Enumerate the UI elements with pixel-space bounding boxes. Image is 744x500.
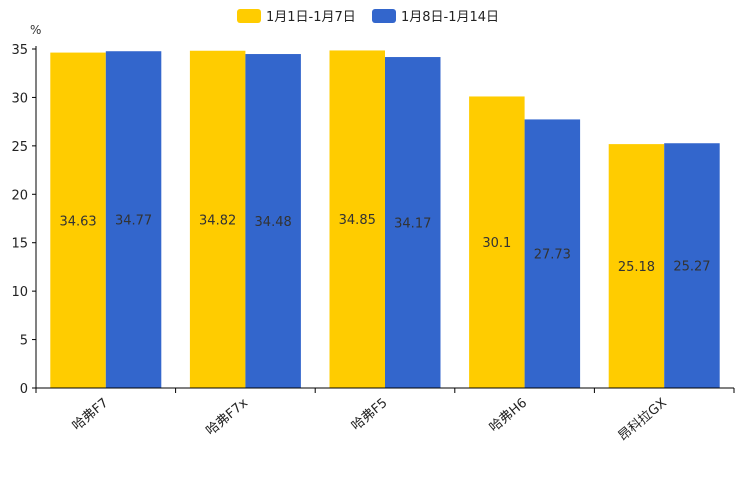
y-axis-unit-label: % bbox=[30, 23, 41, 37]
bar-2-5 bbox=[664, 143, 720, 388]
data-label: 30.1 bbox=[482, 236, 511, 251]
y-tick-label: 5 bbox=[20, 334, 28, 349]
bar-1-4 bbox=[469, 96, 525, 389]
bar-2-3 bbox=[385, 57, 441, 388]
y-tick-label: 30 bbox=[11, 91, 28, 106]
x-tick-label: 哈弗F7x bbox=[203, 395, 251, 438]
bar-1-3 bbox=[329, 50, 385, 389]
y-tick-label: 35 bbox=[11, 43, 28, 58]
legend: 1月1日-1月7日 1月8日-1月14日 bbox=[237, 9, 499, 25]
bar-2-4 bbox=[524, 119, 581, 388]
data-label: 34.17 bbox=[394, 217, 431, 232]
data-label: 34.77 bbox=[115, 214, 152, 229]
bar-2-2 bbox=[245, 54, 301, 389]
x-tick-label: 哈弗F7 bbox=[70, 396, 112, 434]
bars: 34.63 34.77 34.82 34.48 34.85 34.17 30.1 27.73 2… bbox=[50, 50, 720, 389]
y-axis: 0 5 10 15 20 25 30 35 bbox=[11, 43, 37, 397]
data-label: 34.82 bbox=[199, 213, 236, 228]
x-axis: 哈弗F7 哈弗F7x 哈弗F5 哈弗H6 昂科拉GX bbox=[35, 387, 735, 445]
data-label: 34.48 bbox=[255, 215, 292, 230]
data-label: 27.73 bbox=[534, 248, 571, 263]
x-tick-label: 哈弗F5 bbox=[349, 396, 391, 434]
y-tick-label: 20 bbox=[11, 188, 28, 203]
y-tick-label: 0 bbox=[20, 382, 28, 397]
y-tick-label: 10 bbox=[11, 285, 28, 300]
bar-1-1 bbox=[50, 52, 106, 389]
legend-label-2: 1月8日-1月14日 bbox=[401, 10, 499, 25]
bar-2-1 bbox=[105, 51, 162, 388]
bar-1-5 bbox=[608, 144, 665, 388]
data-label: 34.63 bbox=[59, 214, 96, 229]
legend-swatch-2 bbox=[372, 9, 396, 23]
legend-swatch-1 bbox=[237, 9, 261, 23]
x-tick-label: 哈弗H6 bbox=[487, 396, 530, 436]
x-tick-label: 昂科拉GX bbox=[616, 396, 670, 445]
data-label: 25.18 bbox=[618, 260, 655, 275]
legend-label-1: 1月1日-1月7日 bbox=[266, 10, 356, 25]
data-label: 25.27 bbox=[673, 260, 710, 275]
y-tick-label: 15 bbox=[11, 237, 28, 252]
data-label: 34.85 bbox=[339, 213, 376, 228]
bar-1-2 bbox=[189, 50, 246, 388]
y-tick-label: 25 bbox=[11, 140, 28, 155]
